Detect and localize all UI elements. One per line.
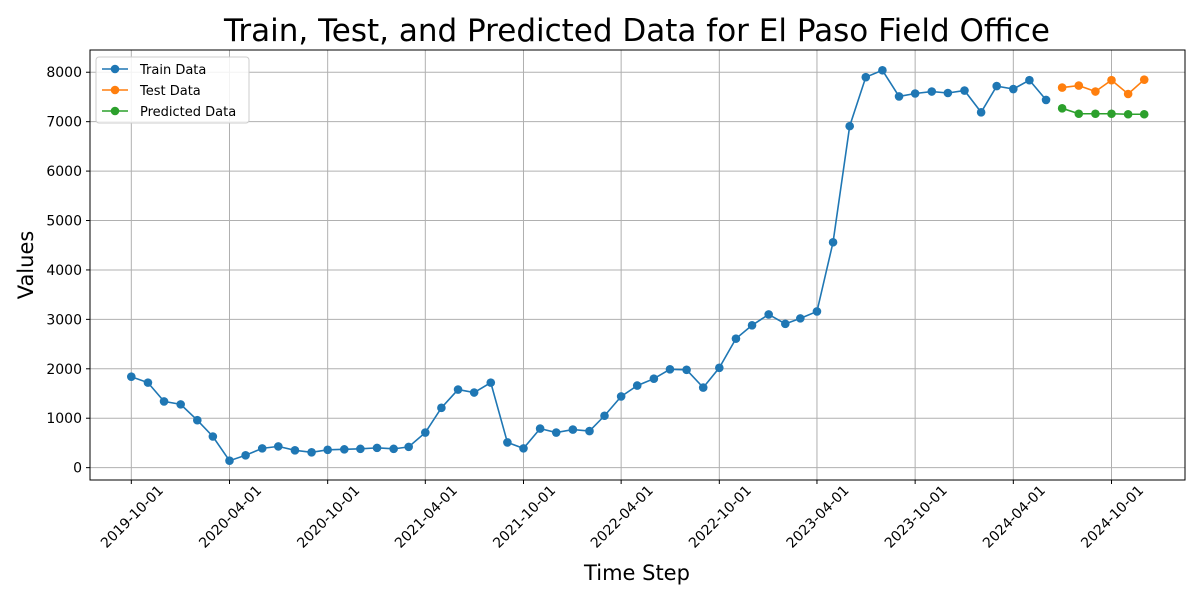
data-point: [519, 444, 528, 453]
data-point: [715, 363, 724, 373]
y-tick-label: 6000: [46, 164, 82, 180]
legend-label: Test Data: [139, 84, 201, 99]
data-point: [193, 415, 202, 425]
data-point: [764, 310, 773, 319]
legend-marker: [110, 106, 120, 116]
legend-box: [95, 56, 250, 124]
data-point: [323, 445, 332, 455]
data-point: [486, 378, 496, 387]
data-point: [828, 237, 838, 247]
data-point: [992, 81, 1001, 91]
data-point: [1057, 83, 1067, 92]
data-point: [389, 444, 398, 454]
data-point: [159, 397, 169, 406]
data-point: [731, 334, 741, 343]
data-point: [290, 446, 300, 455]
data-point: [781, 319, 790, 329]
y-axis-label: Values: [14, 231, 38, 300]
data-point: [469, 388, 479, 397]
series-test-data: [1057, 75, 1149, 99]
data-point: [845, 121, 854, 131]
data-point: [632, 381, 642, 390]
x-axis-label: Time Step: [583, 561, 690, 585]
legend-label: Predicted Data: [140, 105, 236, 120]
legend: Train Data Test Data Predicted Data: [95, 56, 250, 124]
legend-marker: [110, 85, 120, 95]
data-point: [616, 392, 626, 401]
data-point: [1041, 95, 1051, 105]
data-point: [307, 448, 316, 457]
data-point: [878, 65, 887, 75]
y-tick-label: 5000: [46, 214, 82, 230]
y-tick-label: 0: [73, 461, 82, 477]
y-tick-label: 1000: [46, 411, 82, 427]
data-point: [372, 443, 382, 453]
data-point: [1091, 109, 1100, 119]
data-point: [747, 320, 757, 330]
data-point: [600, 411, 609, 421]
data-point: [665, 364, 675, 374]
data-point: [812, 307, 822, 316]
data-point: [1107, 75, 1116, 85]
y-tick-label: 7000: [46, 115, 82, 131]
data-point: [1074, 81, 1084, 90]
data-point: [127, 372, 136, 382]
data-point: [340, 445, 349, 454]
series-train-data: [127, 65, 1051, 466]
data-point: [698, 383, 708, 392]
data-point: [404, 442, 413, 452]
data-point: [894, 92, 904, 101]
data-point: [927, 87, 937, 96]
plot-frame: [89, 49, 1186, 481]
data-point: [1057, 104, 1067, 113]
y-tick-label: 8000: [46, 65, 82, 81]
data-point: [1139, 109, 1149, 119]
data-point: [585, 426, 594, 436]
data-point: [649, 374, 659, 383]
data-point: [208, 432, 218, 441]
chart-title: Train, Test, and Predicted Data for El P…: [223, 13, 1050, 49]
data-point: [796, 314, 805, 323]
data-point: [960, 86, 969, 95]
data-point: [568, 425, 578, 434]
data-point: [437, 403, 446, 413]
data-point: [551, 428, 561, 437]
data-point: [225, 456, 234, 466]
data-point: [241, 450, 250, 460]
series-layer: [127, 65, 1149, 466]
data-point: [1091, 87, 1100, 96]
data-point: [1107, 109, 1116, 119]
data-point: [503, 438, 512, 447]
data-point: [1139, 75, 1149, 84]
data-point: [143, 378, 153, 387]
data-point: [176, 400, 185, 409]
data-point: [682, 365, 691, 375]
data-point: [910, 89, 920, 98]
legend-marker: [110, 64, 120, 74]
data-point: [535, 424, 545, 433]
data-point: [1123, 89, 1133, 99]
data-point: [943, 88, 953, 98]
data-point: [356, 444, 365, 454]
data-point: [1025, 75, 1034, 85]
data-point: [1009, 84, 1018, 94]
data-point: [453, 385, 463, 394]
data-point: [861, 72, 871, 82]
series-predicted-data: [1057, 104, 1149, 119]
data-point: [976, 107, 986, 117]
y-tick-label: 3000: [46, 312, 82, 328]
data-point: [274, 442, 283, 451]
data-point: [421, 428, 430, 437]
y-tick-label: 4000: [46, 263, 82, 279]
data-point: [257, 444, 267, 453]
legend-label: Train Data: [139, 63, 206, 78]
y-tick-label: 2000: [46, 362, 82, 378]
grid-lines: [90, 50, 1185, 480]
data-point: [1123, 109, 1133, 119]
data-point: [1074, 109, 1084, 119]
